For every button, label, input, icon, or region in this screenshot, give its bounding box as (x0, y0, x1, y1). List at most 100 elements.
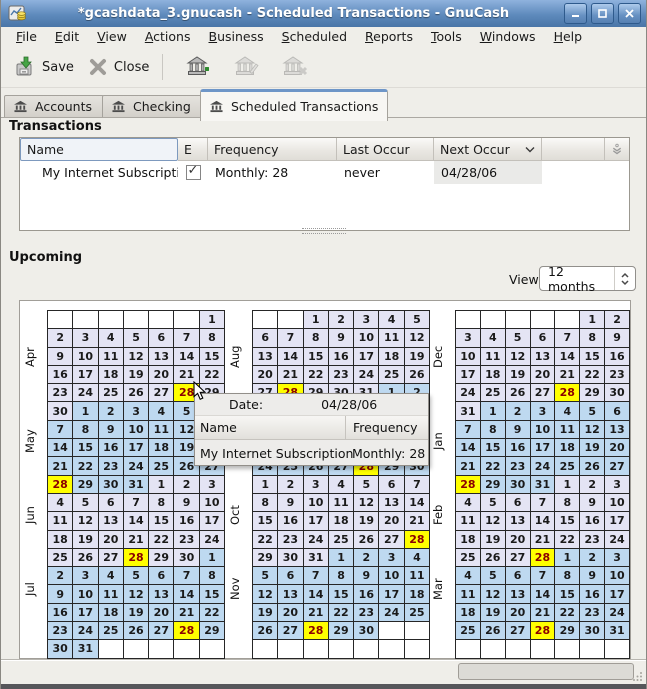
minimize-button[interactable] (564, 3, 587, 24)
calendar-day[interactable]: 18 (378, 346, 405, 366)
calendar-day[interactable]: 30 (353, 621, 380, 641)
calendar-day[interactable]: 6 (504, 492, 531, 513)
calendar-day[interactable]: 9 (327, 328, 355, 348)
calendar-day[interactable]: 19 (479, 529, 506, 549)
calendar-day[interactable]: 22 (148, 529, 175, 549)
calendar-day[interactable]: 21 (302, 602, 329, 623)
calendar-day[interactable]: 4 (554, 401, 581, 421)
calendar-day[interactable]: 30 (46, 401, 74, 421)
calendar-day[interactable]: 10 (72, 346, 99, 366)
calendar-day[interactable]: 23 (579, 602, 606, 623)
calendar-day[interactable]: 24 (378, 602, 405, 623)
calendar-day[interactable]: 16 (504, 438, 531, 458)
calendar-day[interactable] (173, 639, 200, 659)
calendar-day[interactable]: 2 (46, 566, 74, 586)
calendar-day[interactable]: 9 (353, 566, 380, 586)
calendar-day[interactable]: 3 (198, 474, 226, 494)
calendar-day[interactable]: 14 (403, 492, 431, 513)
calendar-day[interactable]: 20 (251, 364, 279, 385)
calendar-day[interactable]: 1 (251, 474, 279, 494)
calendar-day[interactable] (504, 309, 531, 330)
calendar-day[interactable]: 27 (604, 456, 630, 476)
calendar-day[interactable]: 12 (504, 346, 531, 366)
window-resize-grip[interactable] (633, 671, 643, 681)
calendar-day[interactable]: 11 (97, 346, 124, 366)
calendar-day[interactable]: 10 (72, 584, 99, 604)
calendar-day[interactable]: 4 (455, 566, 481, 586)
calendar-day[interactable]: 17 (353, 346, 380, 366)
calendar-day[interactable]: 3 (378, 547, 405, 568)
calendar-day[interactable]: 17 (122, 438, 150, 458)
new-account-button[interactable] (175, 51, 223, 83)
calendar-day[interactable]: 4 (46, 492, 74, 513)
calendar-day[interactable]: 14 (455, 438, 481, 458)
column-header-enabled[interactable]: E (178, 138, 208, 161)
calendar-day[interactable]: 28 (554, 383, 581, 403)
menu-item-windows[interactable]: Windows (479, 29, 536, 44)
calendar-day[interactable]: 18 (97, 364, 124, 385)
calendar-day[interactable]: 19 (504, 364, 531, 385)
calendar-day[interactable]: 15 (198, 584, 226, 604)
edit-account-button[interactable] (223, 51, 271, 83)
calendar-day[interactable]: 16 (353, 584, 380, 604)
calendar-day[interactable]: 9 (604, 328, 630, 348)
calendar-day[interactable]: 3 (72, 566, 99, 586)
calendar-day[interactable]: 24 (72, 621, 99, 641)
calendar-day[interactable]: 14 (302, 584, 329, 604)
column-header-last-occur[interactable]: Last Occur (337, 138, 434, 161)
calendar-day[interactable]: 15 (579, 346, 606, 366)
calendar-day[interactable]: 1 (579, 309, 606, 330)
calendar-day[interactable]: 25 (97, 621, 124, 641)
calendar-day[interactable]: 5 (353, 474, 380, 494)
calendar-day[interactable]: 27 (97, 547, 124, 568)
calendar-day[interactable] (403, 639, 431, 659)
calendar-day[interactable]: 4 (97, 328, 124, 348)
menu-item-reports[interactable]: Reports (365, 29, 413, 44)
calendar-day[interactable]: 23 (353, 602, 380, 623)
calendar-day[interactable]: 4 (148, 401, 175, 421)
calendar-day[interactable]: 28 (173, 383, 200, 403)
calendar-day[interactable]: 1 (554, 474, 581, 494)
calendar-day[interactable]: 16 (46, 364, 74, 385)
calendar-day[interactable]: 8 (554, 566, 581, 586)
calendar-day[interactable]: 11 (479, 346, 506, 366)
calendar-day[interactable]: 22 (554, 529, 581, 549)
calendar-day[interactable]: 12 (173, 419, 200, 440)
calendar-day[interactable]: 23 (46, 383, 74, 403)
calendar-day[interactable]: 9 (46, 584, 74, 604)
calendar-day[interactable]: 26 (479, 547, 506, 568)
column-header-name[interactable]: Name (20, 138, 178, 161)
calendar-day[interactable]: 1 (198, 309, 226, 330)
calendar-day[interactable]: 10 (604, 492, 630, 513)
calendar-day[interactable]: 23 (327, 364, 355, 385)
calendar-day[interactable]: 24 (353, 364, 380, 385)
calendar-day[interactable]: 1 (479, 401, 506, 421)
menu-item-file[interactable]: File (16, 29, 37, 44)
calendar-day[interactable]: 13 (504, 511, 531, 531)
calendar-day[interactable]: 14 (173, 346, 200, 366)
calendar-day[interactable]: 17 (198, 511, 226, 531)
calendar-day[interactable]: 13 (529, 346, 556, 366)
calendar-day[interactable]: 6 (277, 566, 304, 586)
calendar-day[interactable]: 7 (173, 328, 200, 348)
calendar-day[interactable]: 11 (378, 328, 405, 348)
calendar-day[interactable]: 18 (455, 529, 481, 549)
calendar-day[interactable]: 11 (403, 566, 431, 586)
calendar-day[interactable]: 24 (455, 383, 481, 403)
calendar-day[interactable]: 30 (504, 474, 531, 494)
calendar-day[interactable]: 14 (554, 346, 581, 366)
calendar-day[interactable]: 9 (579, 492, 606, 513)
calendar-day[interactable]: 21 (403, 511, 431, 531)
calendar-day[interactable]: 7 (455, 419, 481, 440)
calendar-day[interactable]: 11 (46, 511, 74, 531)
calendar-day[interactable]: 20 (277, 602, 304, 623)
calendar-day[interactable]: 21 (529, 602, 556, 623)
calendar-day[interactable]: 6 (378, 474, 405, 494)
calendar-day[interactable]: 20 (504, 602, 531, 623)
calendar-day[interactable]: 9 (46, 346, 74, 366)
calendar-day[interactable]: 15 (554, 511, 581, 531)
calendar-day[interactable] (251, 639, 279, 659)
calendar-day[interactable]: 13 (148, 584, 175, 604)
calendar-day[interactable]: 25 (327, 529, 355, 549)
calendar-day[interactable]: 26 (173, 456, 200, 476)
